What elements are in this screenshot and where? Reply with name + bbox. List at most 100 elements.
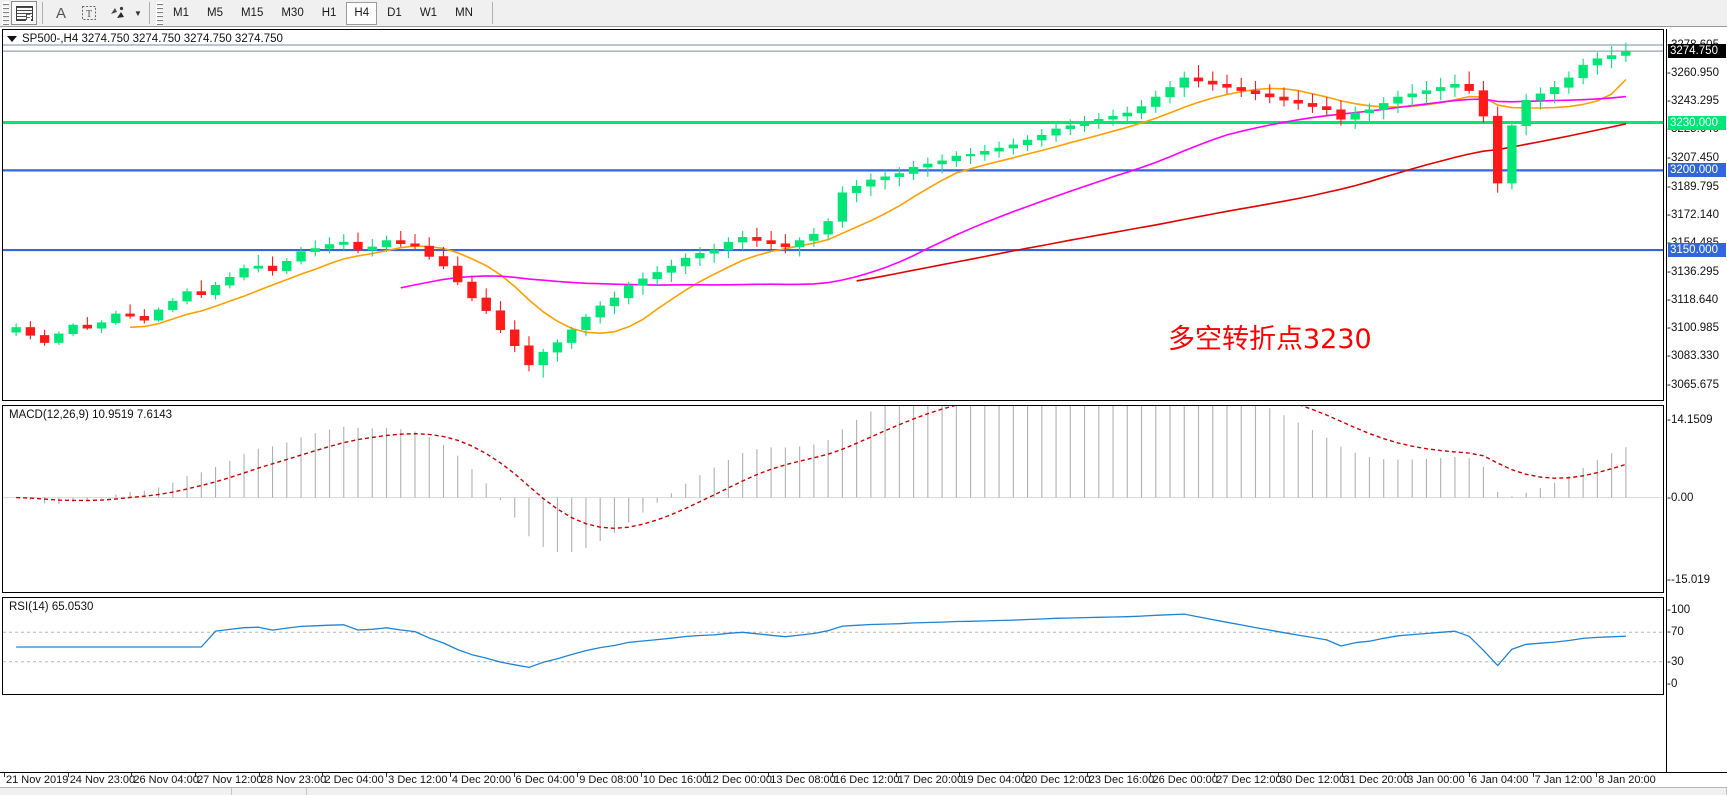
candle-body (1079, 122, 1090, 126)
time-tick-mark (1023, 773, 1025, 777)
time-axis-label-4: 28 Nov 23:00 (260, 774, 327, 786)
rsi-label: RSI(14) 65.0530 (9, 601, 94, 613)
candle-body (823, 221, 833, 235)
candle-body (139, 316, 149, 321)
candle-body (1193, 77, 1204, 82)
timeframe-button-d1[interactable]: D1 (387, 7, 402, 19)
time-axis-label-21: 31 Dec 20:00 (1343, 774, 1409, 786)
text-box-icon[interactable]: T (76, 1, 102, 25)
candle-body (39, 335, 50, 343)
candle-body (96, 322, 107, 329)
candle-body (994, 147, 1004, 152)
candle-body (1051, 128, 1061, 136)
candle-body (1222, 83, 1232, 88)
candle-body (980, 150, 990, 155)
time-tick-mark (704, 773, 706, 777)
time-tick-mark (4, 773, 5, 777)
crosshair-f-icon[interactable] (11, 1, 37, 25)
rsi-tick-3: -0 (1667, 678, 1678, 690)
candle-body (1507, 125, 1517, 184)
candle-body (552, 342, 563, 353)
status-cell-2 (232, 788, 307, 795)
time-tick-mark (895, 773, 897, 777)
toolbar-grip-1[interactable] (2, 1, 9, 25)
timeframe-button-h4[interactable]: H4 (346, 1, 378, 25)
price-tick-10: -3100.985 (1667, 322, 1719, 335)
candle-body (1208, 80, 1218, 85)
time-tick-mark (640, 773, 642, 777)
macd-label: MACD(12,26,9) 10.9519 7.6143 (9, 409, 173, 421)
candle-body (1136, 106, 1147, 114)
candle-body (666, 265, 677, 273)
candle-body (880, 176, 890, 181)
blue-level-tag-3200[interactable]: 3200.000 (1668, 163, 1726, 178)
candle-body (1108, 115, 1118, 120)
toolbar-divider-2 (149, 2, 150, 24)
timeframe-button-w1[interactable]: W1 (419, 7, 438, 19)
time-axis-label-11: 12 Dec 00:00 (706, 774, 773, 786)
time-axis-label-25: 8 Jan 20:00 (1598, 774, 1656, 786)
price-panel[interactable]: SP500-,H4 3274.750 3274.750 3274.750 327… (2, 29, 1664, 401)
rsi-tick-2: -30 (1667, 655, 1684, 668)
timeframe-group: M1 M5 M15 M30 H1 H4 D1 W1 MN (164, 1, 482, 25)
timeframe-button-mn[interactable]: MN (455, 7, 473, 19)
candle-body (225, 276, 235, 286)
rsi-panel[interactable]: RSI(14) 65.0530 (2, 597, 1664, 695)
time-axis-label-12: 13 Dec 08:00 (770, 774, 836, 786)
macd-tick-0: -14.1509 (1667, 414, 1713, 426)
shapes-icon[interactable] (104, 1, 130, 25)
green-level-tag[interactable]: 3230.000 (1668, 115, 1726, 130)
right-price-scale[interactable]: -3278.605-3260.950-3243.295-3225.640-320… (1666, 29, 1727, 772)
last-price-tag[interactable]: 3274.750 (1668, 44, 1726, 59)
time-tick-mark (1405, 773, 1407, 777)
candle-body (1606, 55, 1617, 59)
time-tick-mark (959, 773, 961, 777)
time-tick-mark (577, 773, 579, 777)
chevron-down-icon[interactable]: ▼ (134, 8, 142, 18)
candle-body (396, 240, 406, 244)
candle-body (1022, 139, 1033, 146)
candle-body (1436, 87, 1446, 91)
collapse-triangle-icon[interactable] (7, 36, 17, 42)
symbol-info-row: SP500-,H4 3274.750 3274.750 3274.750 327… (7, 33, 283, 45)
price-tick-6: -3172.140 (1667, 208, 1719, 221)
timeframe-button-m15[interactable]: M15 (240, 7, 264, 19)
time-tick-mark (386, 773, 388, 777)
text-label-icon[interactable]: A (55, 4, 66, 22)
candle-body (196, 291, 206, 295)
rsi-tick-1: -70 (1667, 626, 1684, 639)
macd-tick-1: -0.00 (1667, 491, 1694, 504)
price-tick-1: -3260.950 (1667, 67, 1719, 80)
time-axis-label-7: 4 Dec 20:00 (451, 774, 512, 786)
timeframe-button-m1[interactable]: M1 (173, 7, 189, 19)
candle-body (1450, 83, 1460, 88)
candle-body (624, 284, 634, 299)
time-axis[interactable]: 21 Nov 2019 24 Nov 23:00 26 Nov 04:00 27 No… (0, 772, 1727, 787)
candle-body (367, 246, 377, 251)
candle-body (25, 327, 36, 336)
candle-body (82, 324, 93, 329)
candle-body (1350, 112, 1360, 120)
timeframe-button-h1[interactable]: H1 (321, 7, 337, 19)
candle-body (11, 327, 21, 333)
blue-level-tag-3150[interactable]: 3150.000 (1668, 243, 1726, 258)
timeframe-button-m30[interactable]: M30 (281, 7, 304, 19)
candle-body (253, 265, 263, 269)
toolbar-grip-2[interactable] (156, 1, 163, 25)
candle-body (1535, 93, 1546, 101)
candle-body (837, 192, 848, 222)
candle-body (1307, 103, 1318, 107)
candle-body (638, 278, 648, 286)
candle-body (1493, 115, 1503, 184)
time-tick-mark (1086, 773, 1088, 777)
chart-annotation-text[interactable]: 多空转折点3230 (1168, 324, 1372, 355)
candle-body (609, 297, 620, 307)
macd-panel[interactable]: MACD(12,26,9) 10.9519 7.6143 (2, 405, 1664, 593)
timeframe-button-m5[interactable]: M5 (206, 7, 223, 19)
status-cell-3 (307, 788, 1727, 795)
candle-body (153, 309, 164, 321)
toolbar-divider-1 (42, 2, 43, 24)
time-axis-label-5: 2 Dec 04:00 (324, 774, 384, 786)
candle-body (1122, 112, 1132, 117)
